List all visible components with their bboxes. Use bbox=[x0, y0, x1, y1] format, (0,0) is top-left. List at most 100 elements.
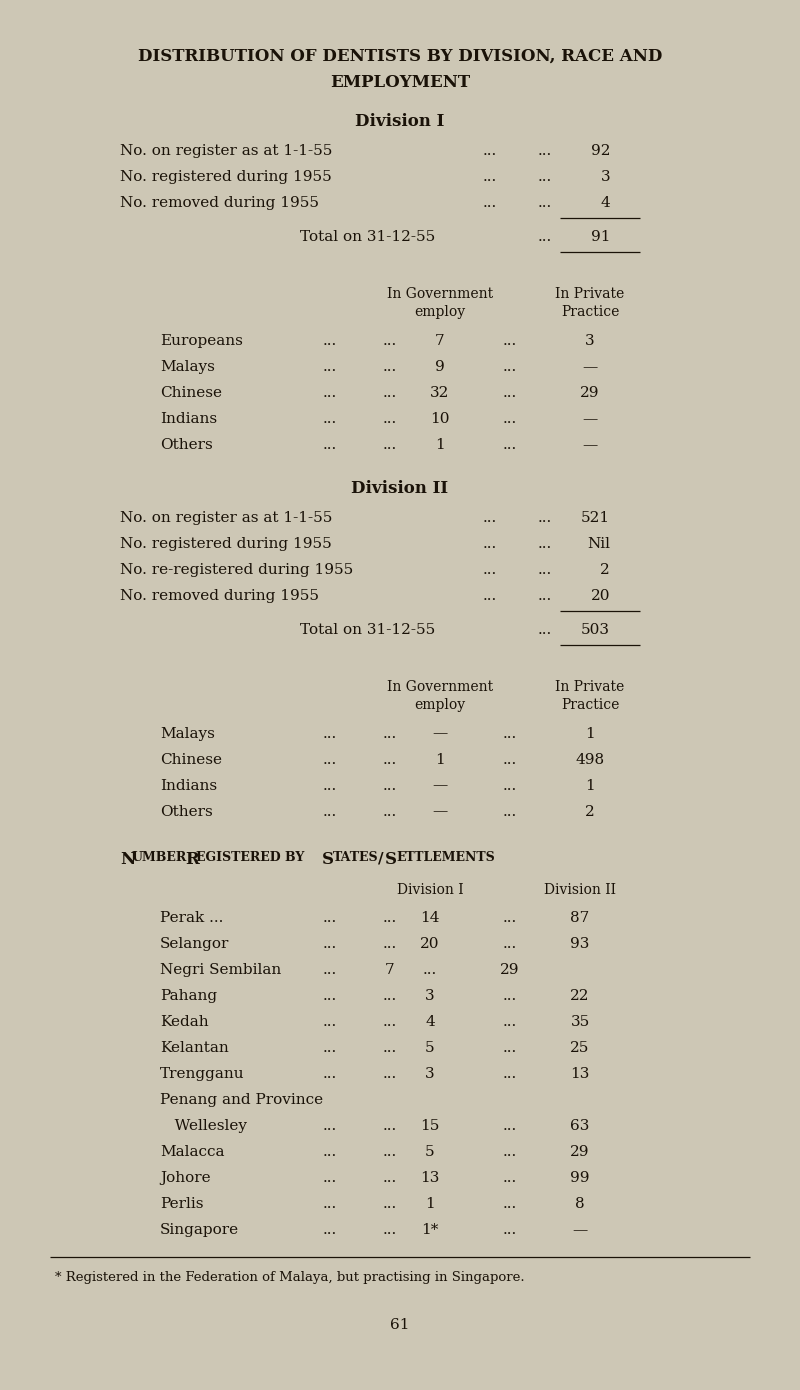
Text: N: N bbox=[120, 852, 135, 869]
Text: Division I: Division I bbox=[397, 883, 463, 897]
Text: Europeans: Europeans bbox=[160, 334, 243, 348]
Text: No. registered during 1955: No. registered during 1955 bbox=[120, 170, 332, 185]
Text: Indians: Indians bbox=[160, 411, 217, 425]
Text: ...: ... bbox=[383, 1145, 397, 1159]
Text: EMPLOYMENT: EMPLOYMENT bbox=[330, 74, 470, 90]
Text: ...: ... bbox=[323, 963, 337, 977]
Text: TATES: TATES bbox=[333, 852, 378, 865]
Text: ...: ... bbox=[503, 1197, 517, 1211]
Text: 3: 3 bbox=[425, 990, 435, 1004]
Text: ...: ... bbox=[503, 1041, 517, 1055]
Text: 2: 2 bbox=[585, 805, 595, 819]
Text: ...: ... bbox=[503, 778, 517, 792]
Text: ...: ... bbox=[323, 937, 337, 951]
Text: /: / bbox=[378, 852, 384, 866]
Text: Practice: Practice bbox=[561, 306, 619, 320]
Text: Malays: Malays bbox=[160, 360, 215, 374]
Text: ...: ... bbox=[323, 411, 337, 425]
Text: ...: ... bbox=[503, 752, 517, 767]
Text: ...: ... bbox=[503, 937, 517, 951]
Text: ...: ... bbox=[503, 990, 517, 1004]
Text: 35: 35 bbox=[570, 1015, 590, 1029]
Text: 25: 25 bbox=[570, 1041, 590, 1055]
Text: ...: ... bbox=[538, 563, 552, 577]
Text: —: — bbox=[432, 727, 448, 741]
Text: ...: ... bbox=[323, 334, 337, 348]
Text: ...: ... bbox=[383, 438, 397, 452]
Text: ...: ... bbox=[503, 1223, 517, 1237]
Text: In Government: In Government bbox=[387, 288, 493, 302]
Text: 7: 7 bbox=[385, 963, 395, 977]
Text: Chinese: Chinese bbox=[160, 752, 222, 767]
Text: ...: ... bbox=[383, 334, 397, 348]
Text: ...: ... bbox=[483, 510, 497, 525]
Text: ...: ... bbox=[383, 990, 397, 1004]
Text: 1: 1 bbox=[435, 752, 445, 767]
Text: In Government: In Government bbox=[387, 680, 493, 694]
Text: Nil: Nil bbox=[587, 537, 610, 550]
Text: —: — bbox=[582, 360, 598, 374]
Text: Practice: Practice bbox=[561, 698, 619, 712]
Text: ...: ... bbox=[538, 510, 552, 525]
Text: ...: ... bbox=[323, 360, 337, 374]
Text: ...: ... bbox=[323, 1172, 337, 1186]
Text: ...: ... bbox=[538, 231, 552, 245]
Text: Kedah: Kedah bbox=[160, 1015, 209, 1029]
Text: ...: ... bbox=[503, 1015, 517, 1029]
Text: ...: ... bbox=[383, 1041, 397, 1055]
Text: Pahang: Pahang bbox=[160, 990, 217, 1004]
Text: 498: 498 bbox=[575, 752, 605, 767]
Text: Penang and Province: Penang and Province bbox=[160, 1093, 323, 1108]
Text: In Private: In Private bbox=[555, 288, 625, 302]
Text: 7: 7 bbox=[435, 334, 445, 348]
Text: ...: ... bbox=[383, 1068, 397, 1081]
Text: Others: Others bbox=[160, 438, 213, 452]
Text: ...: ... bbox=[383, 752, 397, 767]
Text: No. removed during 1955: No. removed during 1955 bbox=[120, 589, 319, 603]
Text: ...: ... bbox=[383, 411, 397, 425]
Text: ...: ... bbox=[538, 170, 552, 185]
Text: 91: 91 bbox=[590, 231, 610, 245]
Text: ...: ... bbox=[503, 386, 517, 400]
Text: ...: ... bbox=[503, 360, 517, 374]
Text: 15: 15 bbox=[420, 1119, 440, 1133]
Text: ...: ... bbox=[383, 1119, 397, 1133]
Text: Negri Sembilan: Negri Sembilan bbox=[160, 963, 282, 977]
Text: ...: ... bbox=[383, 1015, 397, 1029]
Text: 3: 3 bbox=[425, 1068, 435, 1081]
Text: ...: ... bbox=[383, 360, 397, 374]
Text: No. registered during 1955: No. registered during 1955 bbox=[120, 537, 332, 550]
Text: 22: 22 bbox=[570, 990, 590, 1004]
Text: 29: 29 bbox=[580, 386, 600, 400]
Text: Total on 31-12-55: Total on 31-12-55 bbox=[300, 623, 435, 637]
Text: 5: 5 bbox=[425, 1041, 435, 1055]
Text: ...: ... bbox=[323, 912, 337, 926]
Text: ...: ... bbox=[423, 963, 437, 977]
Text: ...: ... bbox=[323, 1068, 337, 1081]
Text: 14: 14 bbox=[420, 912, 440, 926]
Text: Selangor: Selangor bbox=[160, 937, 230, 951]
Text: ...: ... bbox=[383, 1197, 397, 1211]
Text: ...: ... bbox=[503, 912, 517, 926]
Text: Singapore: Singapore bbox=[160, 1223, 239, 1237]
Text: Perak ...: Perak ... bbox=[160, 912, 223, 926]
Text: 503: 503 bbox=[581, 623, 610, 637]
Text: ...: ... bbox=[503, 1145, 517, 1159]
Text: Chinese: Chinese bbox=[160, 386, 222, 400]
Text: 8: 8 bbox=[575, 1197, 585, 1211]
Text: Kelantan: Kelantan bbox=[160, 1041, 229, 1055]
Text: S: S bbox=[322, 852, 334, 869]
Text: —: — bbox=[432, 805, 448, 819]
Text: ...: ... bbox=[538, 145, 552, 158]
Text: 3: 3 bbox=[600, 170, 610, 185]
Text: 1: 1 bbox=[585, 727, 595, 741]
Text: Division II: Division II bbox=[544, 883, 616, 897]
Text: ...: ... bbox=[323, 727, 337, 741]
Text: 1*: 1* bbox=[422, 1223, 438, 1237]
Text: Others: Others bbox=[160, 805, 213, 819]
Text: UMBER: UMBER bbox=[132, 852, 187, 865]
Text: ...: ... bbox=[323, 1197, 337, 1211]
Text: ...: ... bbox=[503, 1119, 517, 1133]
Text: ...: ... bbox=[323, 1119, 337, 1133]
Text: ...: ... bbox=[503, 1172, 517, 1186]
